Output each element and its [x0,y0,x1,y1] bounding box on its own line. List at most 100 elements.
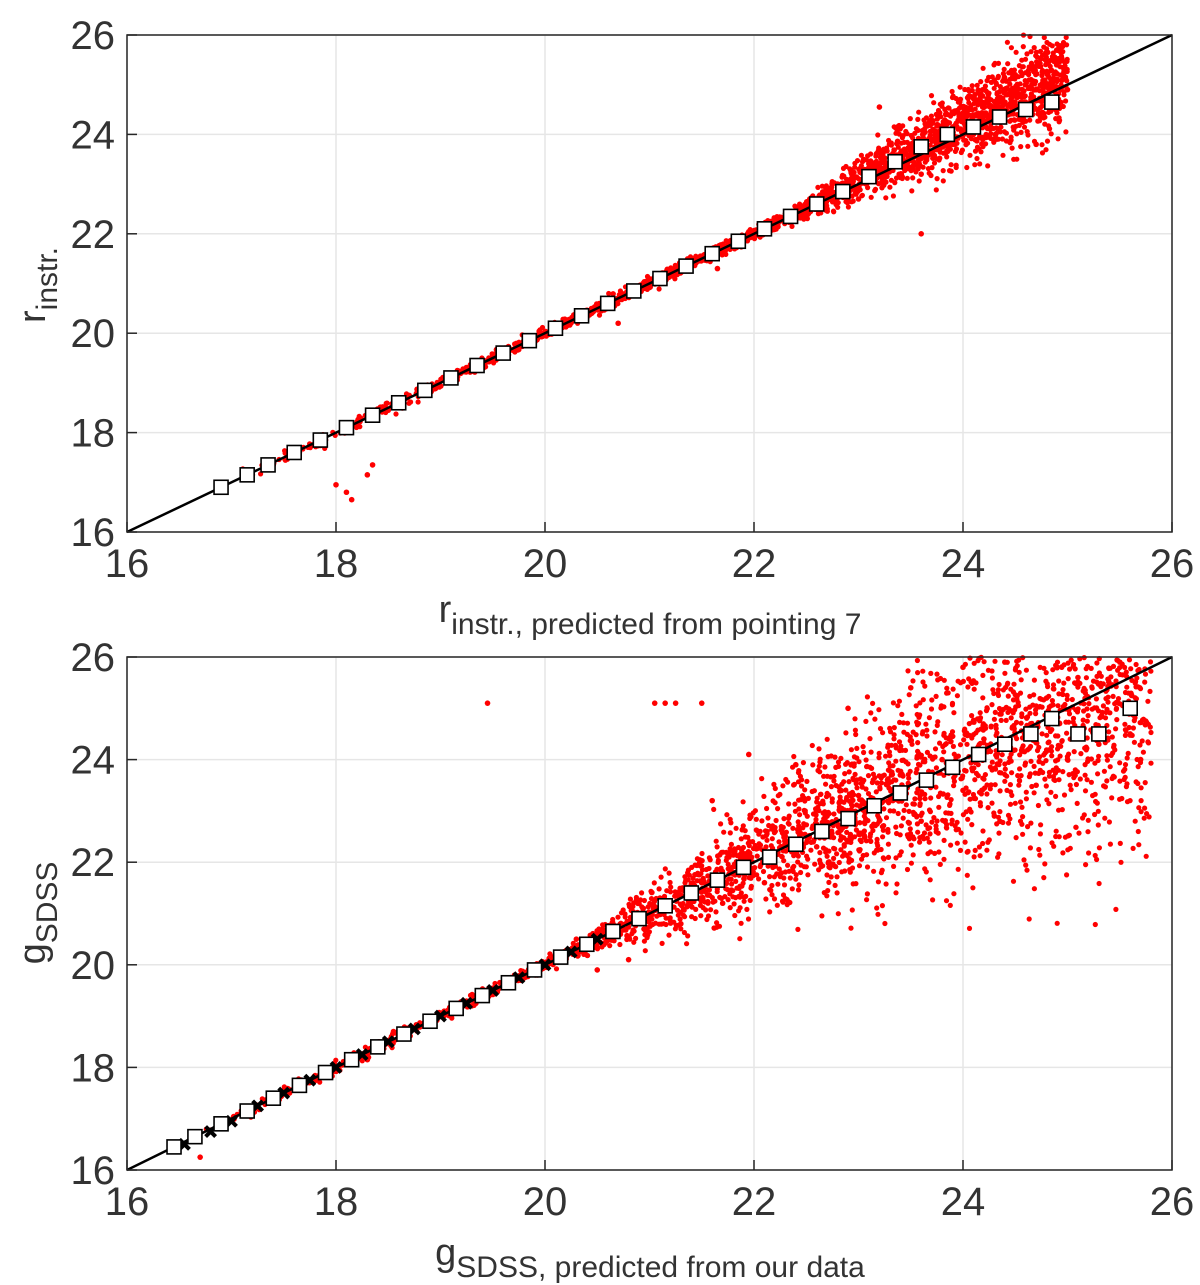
cloud-dot [680,900,686,907]
cloud-dot [947,902,953,909]
cloud-dot [728,876,734,882]
cloud-dot [1048,131,1054,137]
cloud-dot [729,881,735,887]
cloud-dot [808,847,814,853]
cloud-dot [1067,782,1073,788]
cloud-dot [916,161,923,167]
cloud-dot [728,841,735,848]
cloud-dot [879,903,886,909]
cloud-dot [795,853,801,859]
cloud-dot [728,887,735,893]
cloud-dot [943,810,949,816]
cloud-dot [852,164,858,170]
cloud-dot [1043,50,1049,56]
cloud-dot [1113,726,1119,732]
cloud-dot [1001,66,1007,72]
cloud-dot [914,753,920,759]
cloud-dot [539,324,546,331]
cloud-dot [927,877,933,883]
cloud-dot [908,168,914,174]
cloud-dot [1104,778,1110,784]
cloud-dot [935,122,941,128]
cloud-dot [853,191,859,197]
cloud-dot [947,802,953,809]
cloud-dot [961,107,967,113]
cloud-dot [985,163,991,169]
data-point [876,104,883,110]
cloud-dot [787,875,793,881]
cloud-dot [893,777,899,783]
cloud-dot [885,742,891,748]
cloud-dot [785,898,791,905]
bin-median-square [390,394,407,411]
cloud-dot [1043,84,1049,90]
cloud-dot [1018,129,1024,135]
cloud-dot [1018,677,1024,683]
cloud-dot [845,204,852,210]
cloud-dot [1032,105,1038,111]
cloud-dot [969,822,975,828]
cloud-dot [974,155,980,162]
bin-median-square [239,467,255,483]
cloud-dot [928,670,934,677]
cloud-dot [955,117,961,123]
cloud-dot [779,898,786,904]
cloud-dot [1060,769,1066,775]
cloud-dot [945,105,951,111]
cloud-dot [1061,792,1068,798]
cloud-dot [1002,761,1008,767]
cloud-dot [999,752,1005,758]
cloud-dot [992,60,998,66]
cloud-dot [656,886,662,892]
cloud-dot [824,872,830,878]
cloud-dot [944,154,950,160]
cloud-dot [706,865,712,872]
cloud-dot [859,159,866,165]
cloud-dot [981,102,987,108]
cloud-dot [785,862,791,868]
cloud-dot [884,777,890,783]
cloud-dot [1069,696,1075,703]
cloud-dot [1000,819,1006,826]
cloud-dot [954,124,960,130]
x-tick-label: 22 [732,542,777,586]
cloud-dot [941,732,947,738]
cloud-dot [333,1057,339,1063]
cloud-dot [732,912,738,919]
cloud-dot [980,672,986,679]
cloud-dot [1078,751,1084,757]
cloud-dot [1008,751,1014,757]
cloud-dot [978,79,984,85]
cloud-dot [812,861,818,867]
cloud-dot [810,762,816,768]
cloud-dot [843,730,849,736]
cloud-dot [777,871,783,877]
cloud-dot [815,211,822,217]
cloud-dot [991,716,998,722]
cloud-dot [930,897,936,903]
bin-median-square [364,407,381,424]
cloud-dot [698,913,704,919]
cloud-dot [1137,686,1144,692]
cloud-dot [860,798,866,805]
cloud-dot [966,925,973,932]
cloud-dot [1011,681,1017,687]
cloud-dot [1043,678,1049,684]
cloud-dot [737,905,743,911]
cloud-dot [933,187,939,193]
cloud-dot [1082,788,1089,794]
cloud-dot [767,909,773,915]
cloud-dot [854,158,861,164]
data-point [615,320,621,327]
cloud-dot [1059,807,1065,813]
cloud-dot [664,888,670,894]
cloud-dot [971,719,977,725]
cloud-dot [885,854,892,861]
cloud-dot [826,879,832,886]
cloud-dot [890,763,896,769]
cloud-dot [1008,715,1014,721]
cloud-dot [1057,45,1063,52]
cloud-dot [724,812,730,818]
cloud-dot [922,866,928,872]
cloud-dot [940,743,946,750]
